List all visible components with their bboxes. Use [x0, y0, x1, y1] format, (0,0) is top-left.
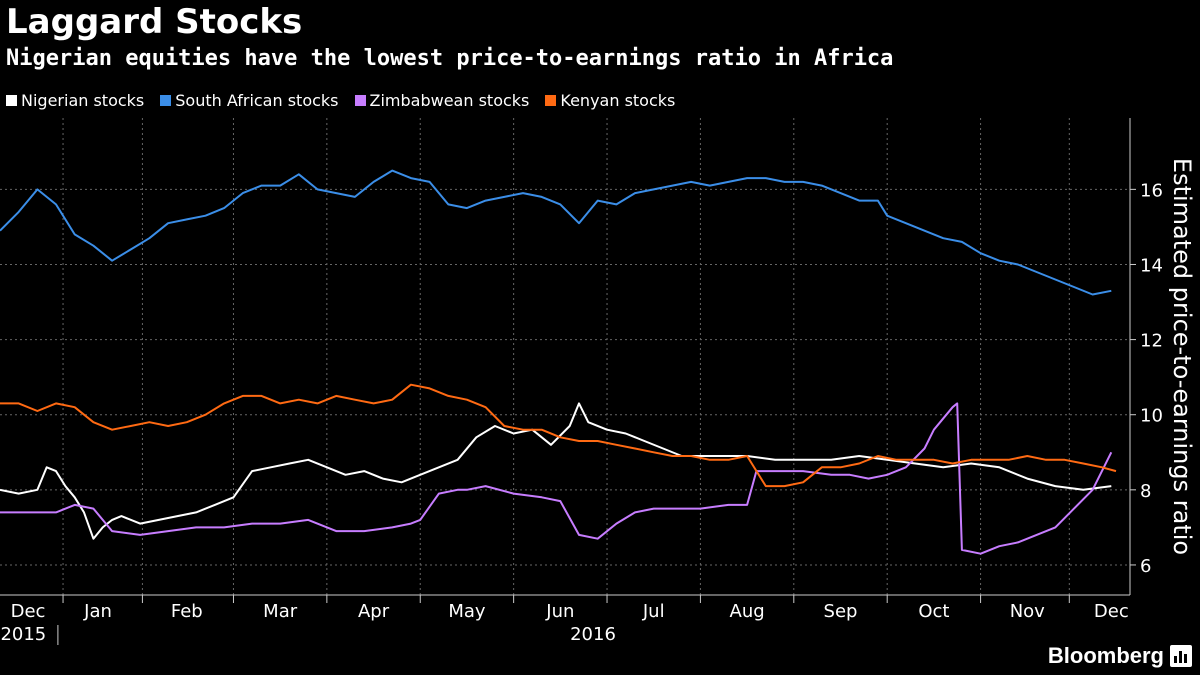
chart-title: Laggard Stocks [6, 2, 303, 42]
x-tick-label: Dec [1094, 601, 1129, 622]
series-line-nigerian-stocks [0, 402, 1112, 540]
year-label: 2016 [570, 624, 616, 645]
legend-label-south-african: South African stocks [175, 91, 339, 110]
x-tick-label: Sep [824, 601, 858, 622]
y-tick-label: 12 [1140, 331, 1163, 352]
brand-name: Bloomberg [1047, 643, 1164, 668]
y-tick-label: 6 [1140, 556, 1151, 577]
legend-label-nigerian: Nigerian stocks [21, 91, 145, 110]
y-axis-label: Estimated price-to-earnings ratio [1168, 158, 1196, 555]
x-tick-label: Jun [545, 601, 574, 622]
x-tick-label: May [448, 601, 486, 622]
series-line-zimbabwean-stocks [0, 402, 1113, 555]
legend-item-zimbabwean: Zimbabwean stocks [354, 91, 530, 110]
x-tick-label: Mar [263, 601, 298, 622]
legend-swatch-south-african [160, 95, 172, 106]
legend-swatch-zimbabwean [354, 95, 366, 106]
y-tick-label: 10 [1140, 406, 1163, 427]
year-label: 2015 [0, 624, 46, 645]
legend-item-south-african: South African stocks [160, 91, 339, 110]
legend-item-nigerian: Nigerian stocks [6, 91, 144, 110]
legend-label-kenyan: Kenyan stocks [560, 91, 676, 110]
chart-subtitle: Nigerian equities have the lowest price-… [6, 46, 894, 71]
x-tick-label: Feb [171, 601, 203, 622]
series-line-south-african-stocks [0, 169, 1112, 296]
x-tick-label: Jul [642, 601, 665, 622]
x-tick-label: Nov [1010, 601, 1045, 622]
x-tick-label: Dec [11, 601, 46, 622]
legend-label-zimbabwean: Zimbabwean stocks [369, 91, 530, 110]
legend-item-kenyan: Kenyan stocks [545, 91, 675, 110]
legend: Nigerian stocks South African stocks Zim… [6, 91, 675, 110]
x-tick-label: Aug [730, 601, 765, 622]
y-tick-label: 14 [1140, 255, 1163, 276]
x-tick-label: Apr [358, 601, 390, 622]
x-tick-label: Jan [83, 601, 112, 622]
y-tick-label: 16 [1140, 180, 1163, 201]
bloomberg-chart-icon [1170, 645, 1192, 667]
y-tick-label: 8 [1140, 481, 1151, 502]
legend-swatch-kenyan [545, 95, 557, 106]
x-tick-label: Oct [918, 601, 949, 622]
bloomberg-brand: Bloomberg [1048, 643, 1192, 669]
series-line-kenyan-stocks [0, 383, 1117, 488]
legend-swatch-nigerian [6, 95, 17, 106]
